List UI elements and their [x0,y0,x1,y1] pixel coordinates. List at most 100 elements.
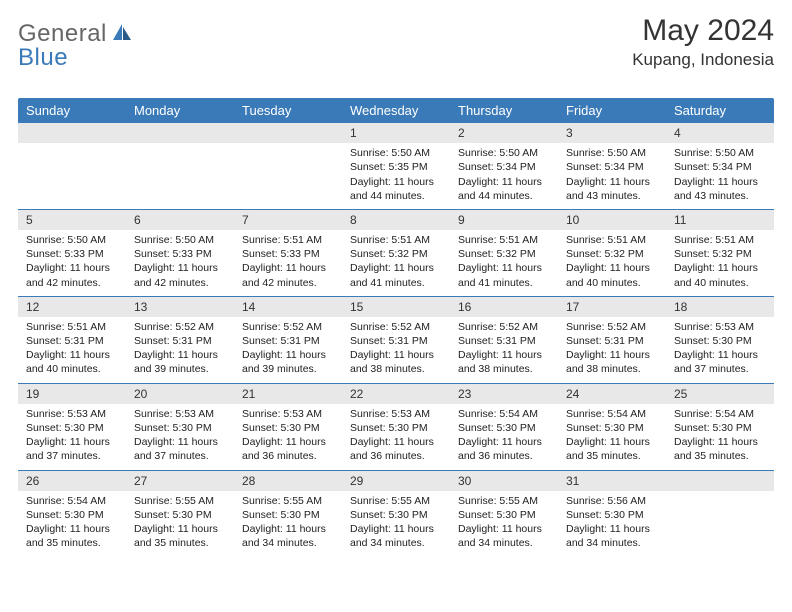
detail-line: Daylight: 11 hours [674,261,768,275]
day-number: 28 [234,471,342,491]
detail-line: Sunset: 5:32 PM [566,247,660,261]
day-detail: Sunrise: 5:54 AMSunset: 5:30 PMDaylight:… [18,491,126,557]
detail-line: and 36 minutes. [458,449,552,463]
day-detail-cell: Sunrise: 5:52 AMSunset: 5:31 PMDaylight:… [450,317,558,383]
day-detail-cell: Sunrise: 5:55 AMSunset: 5:30 PMDaylight:… [126,491,234,557]
day-detail-cell: Sunrise: 5:50 AMSunset: 5:35 PMDaylight:… [342,143,450,209]
detail-line: Daylight: 11 hours [26,348,120,362]
detail-line: and 43 minutes. [566,189,660,203]
day-number-cell: 23 [450,383,558,404]
detail-line: and 40 minutes. [566,276,660,290]
day-detail: Sunrise: 5:53 AMSunset: 5:30 PMDaylight:… [18,404,126,470]
day-detail-cell: Sunrise: 5:56 AMSunset: 5:30 PMDaylight:… [558,491,666,557]
detail-line: Sunrise: 5:51 AM [26,320,120,334]
day-detail: Sunrise: 5:55 AMSunset: 5:30 PMDaylight:… [126,491,234,557]
detail-line: Daylight: 11 hours [134,261,228,275]
detail-row: Sunrise: 5:50 AMSunset: 5:33 PMDaylight:… [18,230,774,296]
day-number: 16 [450,297,558,317]
detail-line: Daylight: 11 hours [566,175,660,189]
day-detail: Sunrise: 5:52 AMSunset: 5:31 PMDaylight:… [342,317,450,383]
day-detail-cell: Sunrise: 5:50 AMSunset: 5:33 PMDaylight:… [126,230,234,296]
detail-line: Sunset: 5:30 PM [242,421,336,435]
day-detail-cell: Sunrise: 5:55 AMSunset: 5:30 PMDaylight:… [450,491,558,557]
detail-line: Daylight: 11 hours [674,175,768,189]
day-detail: Sunrise: 5:52 AMSunset: 5:31 PMDaylight:… [558,317,666,383]
day-detail-cell [18,143,126,209]
detail-line: Sunrise: 5:54 AM [674,407,768,421]
detail-line: Sunrise: 5:54 AM [566,407,660,421]
day-detail-cell [234,143,342,209]
day-detail-cell: Sunrise: 5:51 AMSunset: 5:32 PMDaylight:… [558,230,666,296]
day-number: 15 [342,297,450,317]
day-number-cell: 14 [234,296,342,317]
detail-line: and 44 minutes. [458,189,552,203]
calendar-head: Sunday Monday Tuesday Wednesday Thursday… [18,98,774,123]
daynum-row: 12131415161718 [18,296,774,317]
detail-line: Sunset: 5:32 PM [458,247,552,261]
day-detail: Sunrise: 5:55 AMSunset: 5:30 PMDaylight:… [450,491,558,557]
day-number-cell: 3 [558,123,666,143]
detail-line: Sunset: 5:30 PM [458,421,552,435]
day-number: 23 [450,384,558,404]
day-number-cell [126,123,234,143]
detail-line: Sunset: 5:31 PM [566,334,660,348]
day-number [126,123,234,141]
day-number-cell: 28 [234,470,342,491]
day-detail [126,143,234,152]
weekday-header: Sunday [18,98,126,123]
detail-line: and 44 minutes. [350,189,444,203]
brand-sail-icon [111,22,133,47]
detail-line: Sunrise: 5:51 AM [674,233,768,247]
detail-line: Daylight: 11 hours [566,522,660,536]
day-detail-cell: Sunrise: 5:53 AMSunset: 5:30 PMDaylight:… [234,404,342,470]
weekday-header: Friday [558,98,666,123]
day-number: 9 [450,210,558,230]
detail-line: Sunrise: 5:53 AM [134,407,228,421]
daynum-row: 19202122232425 [18,383,774,404]
detail-line: Sunset: 5:33 PM [26,247,120,261]
detail-line: Sunset: 5:31 PM [350,334,444,348]
day-detail: Sunrise: 5:51 AMSunset: 5:32 PMDaylight:… [666,230,774,296]
brand-part2: Blue [18,44,68,71]
detail-line: and 39 minutes. [134,362,228,376]
day-number-cell: 12 [18,296,126,317]
detail-line: and 42 minutes. [242,276,336,290]
detail-line: Sunset: 5:30 PM [134,508,228,522]
detail-line: Sunset: 5:31 PM [242,334,336,348]
detail-line: Sunset: 5:30 PM [566,508,660,522]
detail-line: Sunset: 5:30 PM [566,421,660,435]
detail-line: Sunrise: 5:56 AM [566,494,660,508]
day-detail-cell: Sunrise: 5:54 AMSunset: 5:30 PMDaylight:… [558,404,666,470]
day-number: 27 [126,471,234,491]
detail-line: and 34 minutes. [566,536,660,550]
day-number: 22 [342,384,450,404]
page-header: General May 2024 Kupang, Indonesia [18,14,774,70]
month-title: May 2024 [632,14,774,48]
detail-line: Sunrise: 5:51 AM [350,233,444,247]
day-detail [18,143,126,152]
calendar-table: Sunday Monday Tuesday Wednesday Thursday… [18,98,774,556]
brand-logo: General [18,14,135,48]
day-detail: Sunrise: 5:54 AMSunset: 5:30 PMDaylight:… [666,404,774,470]
detail-line: Daylight: 11 hours [350,261,444,275]
day-number: 20 [126,384,234,404]
detail-line: Sunrise: 5:50 AM [458,146,552,160]
detail-line: Sunset: 5:35 PM [350,160,444,174]
detail-line: Daylight: 11 hours [242,435,336,449]
day-number-cell: 21 [234,383,342,404]
detail-line: Daylight: 11 hours [458,175,552,189]
daynum-row: 1234 [18,123,774,143]
detail-line: and 34 minutes. [458,536,552,550]
detail-line: Sunrise: 5:52 AM [242,320,336,334]
detail-line: Daylight: 11 hours [242,261,336,275]
day-number-cell [234,123,342,143]
detail-line: Sunrise: 5:54 AM [26,494,120,508]
detail-line: Daylight: 11 hours [26,261,120,275]
day-number: 29 [342,471,450,491]
day-detail-cell: Sunrise: 5:50 AMSunset: 5:34 PMDaylight:… [666,143,774,209]
day-number-cell: 27 [126,470,234,491]
day-detail-cell: Sunrise: 5:55 AMSunset: 5:30 PMDaylight:… [234,491,342,557]
day-number: 4 [666,123,774,143]
detail-line: Sunset: 5:30 PM [242,508,336,522]
day-number: 17 [558,297,666,317]
